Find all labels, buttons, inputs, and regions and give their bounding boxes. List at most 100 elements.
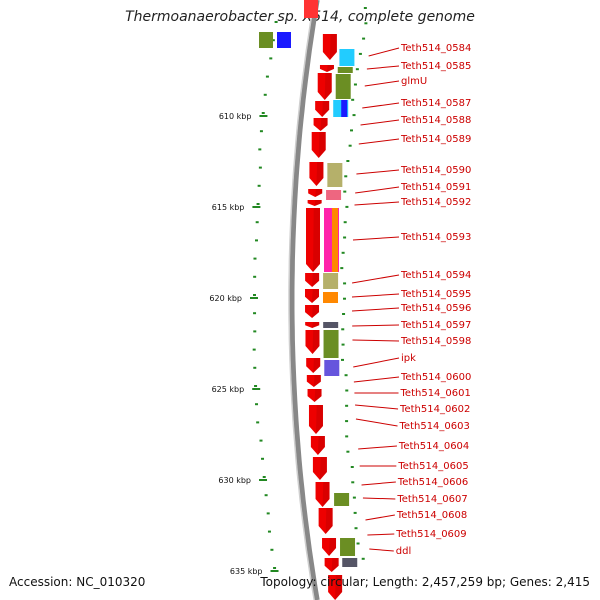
gene-leader-line (361, 481, 396, 486)
gene-label: Teth514_0600 (400, 372, 471, 383)
gene-arrow-shade (313, 375, 321, 387)
gene-arrow (322, 538, 337, 556)
gene-leader-line (354, 201, 400, 206)
gene-arrow-shade (314, 200, 322, 206)
gene-label: Teth514_0604 (398, 441, 469, 452)
gene-label: Teth514_0594 (400, 270, 471, 281)
scale-tick-label: 610 kbp (219, 112, 252, 121)
gene-leader-line (353, 376, 400, 383)
gene-leader-line (368, 47, 400, 57)
gene-leader-line (366, 65, 400, 70)
gene-label: Teth514_0592 (400, 197, 471, 208)
gene-arrow (307, 389, 322, 402)
gene-arrow-shade (335, 575, 343, 600)
gene-leader-line (352, 324, 400, 327)
scale-tick-label: 635 kbp (230, 567, 263, 576)
gene-label: Teth514_0605 (397, 461, 468, 472)
gene-label: Teth514_0601 (400, 388, 471, 399)
gene-arrow-shade (318, 132, 326, 158)
cog-box (327, 163, 343, 187)
gene-leader-line (362, 497, 396, 500)
gene-leader-line (358, 445, 397, 450)
gene-arrow (315, 101, 330, 117)
gene-arrow-shade (319, 457, 327, 480)
cog-box (339, 49, 355, 66)
scale-tick-label: 615 kbp (212, 203, 245, 212)
gene-arrow-shade (329, 34, 337, 60)
gene-label: Teth514_0590 (400, 165, 471, 176)
cog-box (341, 100, 348, 117)
gene-label: Teth514_0588 (400, 115, 471, 126)
cog-box (334, 493, 350, 506)
cog-box (323, 273, 339, 289)
cog-box (337, 67, 353, 73)
gene-arrow (304, 0, 318, 18)
gene-leader-line (355, 404, 399, 410)
gene-arrow-shade (317, 436, 325, 455)
gene-arrow-shade (313, 358, 321, 373)
cog-box (335, 74, 351, 99)
gene-leader-line (355, 418, 398, 427)
gene-arrow-shade (312, 289, 320, 303)
gene-leader-line (352, 236, 400, 241)
gene-label: Teth514_0584 (400, 43, 471, 54)
cog-box (323, 330, 339, 358)
gene-arrow-shade (315, 189, 323, 197)
gene-label: Teth514_0609 (395, 529, 466, 540)
gene-arrow (305, 289, 320, 303)
cog-box (277, 32, 291, 48)
gene-arrow-shade (313, 208, 321, 272)
gene-arrow (308, 189, 323, 197)
scale-tick-label: 625 kbp (212, 385, 245, 394)
gene-arrow (307, 200, 322, 206)
gene-arrow-shade (312, 330, 320, 354)
gene-label: Teth514_0595 (400, 289, 471, 300)
gene-arrow (319, 65, 334, 72)
gene-arrow-shade (322, 101, 330, 117)
gene-arrow (305, 330, 320, 354)
gene-label: Teth514_0602 (399, 404, 470, 415)
gene-arrow (312, 457, 327, 480)
cog-box (324, 360, 340, 376)
gene-label: Teth514_0585 (400, 61, 471, 72)
gene-label: Teth514_0587 (400, 98, 471, 109)
scale-tick-label: 620 kbp (209, 294, 242, 303)
gene-arrow (310, 436, 325, 455)
cog-box (323, 322, 339, 328)
gene-leader-line (352, 307, 400, 312)
gene-arrow (306, 358, 321, 373)
gene-arrow-shade (326, 65, 334, 72)
gene-arrow-shade (324, 73, 332, 100)
gene-arrow (306, 375, 321, 387)
gene-leader-line (351, 274, 400, 284)
gene-label: ddl (396, 546, 411, 557)
cog-box (323, 292, 339, 303)
gene-label: glmU (401, 76, 427, 87)
gene-arrow (306, 208, 321, 272)
gene-leader-line (364, 80, 400, 87)
gene-arrow-shade (312, 273, 320, 287)
cog-box (342, 558, 358, 567)
gene-leader-line (358, 138, 400, 145)
gene-arrow (305, 273, 320, 287)
gene-leader-line (360, 119, 400, 126)
gene-arrow-shade (325, 508, 333, 534)
gene-arrow (318, 508, 333, 534)
gene-arrow (309, 162, 324, 186)
gene-leader-line (355, 186, 400, 194)
gene-label: ipk (401, 353, 416, 364)
gene-arrow-shade (312, 322, 320, 328)
gene-leader-line (356, 169, 400, 175)
gene-arrow-shade (329, 538, 337, 556)
gene-arrow-shade (314, 389, 322, 402)
genome-backbone-shade (288, 0, 315, 600)
gene-label: Teth514_0598 (400, 336, 471, 347)
cog-box (259, 32, 273, 48)
gene-arrow (311, 132, 326, 158)
scale-tick-label: 630 kbp (218, 476, 251, 485)
gene-arrow-shade (312, 305, 320, 318)
gene-leader-line (352, 339, 400, 342)
gene-label: Teth514_0597 (400, 320, 471, 331)
gene-label: Teth514_0589 (400, 134, 471, 145)
gene-label: Teth514_0606 (397, 477, 468, 488)
